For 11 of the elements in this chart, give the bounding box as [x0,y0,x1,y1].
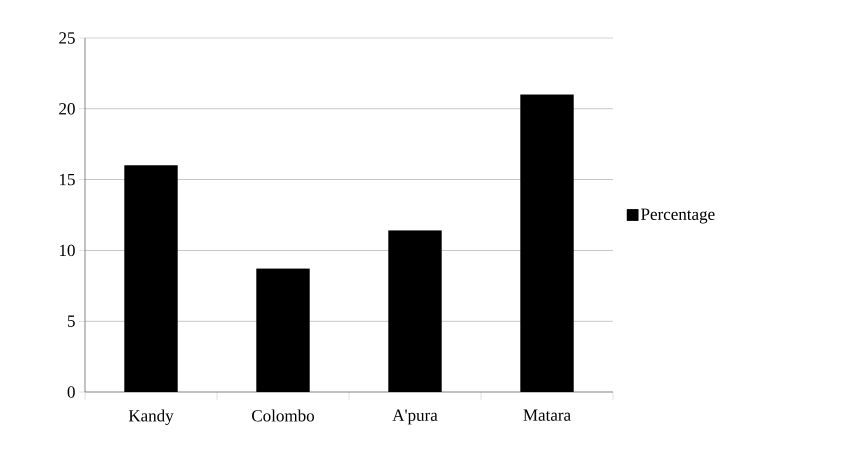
y-tick-label: 15 [60,174,75,186]
y-tick-label: 20 [59,103,75,115]
x-tick-label: Matara [523,410,571,421]
y-tick-label: 5 [68,316,75,327]
y-tick-label: 25 [59,32,75,44]
legend-label: Percentage [641,208,715,224]
y-tick-label: 0 [68,386,75,398]
x-tick-label: Kandy [128,410,174,425]
x-tick-label: A'pura [392,410,438,424]
x-tick-label: Colombo [252,410,314,422]
y-tick-label: 10 [60,244,75,256]
